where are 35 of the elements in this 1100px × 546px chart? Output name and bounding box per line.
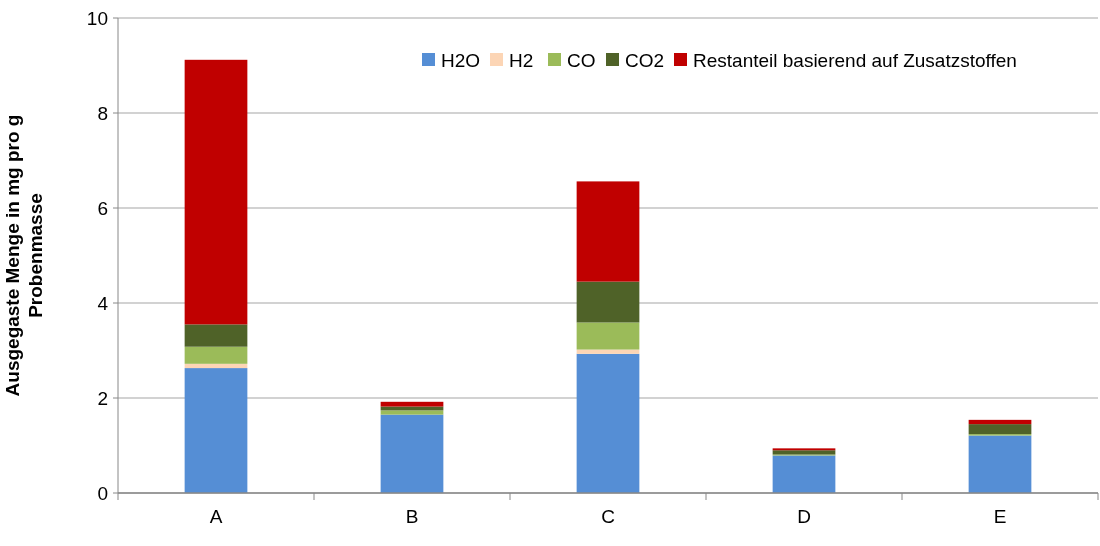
y-tick-label: 10 (86, 7, 108, 29)
bar (184, 324, 248, 347)
legend-label: H2O (441, 49, 481, 71)
bar (576, 322, 640, 350)
bar (576, 281, 640, 323)
bar (772, 450, 836, 455)
legend-label: CO (567, 49, 596, 71)
y-tick-label: 8 (97, 102, 108, 124)
x-tick-label: B (405, 506, 419, 527)
x-tick-label: E (993, 506, 1007, 527)
x-tick-label: D (797, 506, 811, 527)
bar (968, 419, 1032, 425)
bar (576, 181, 640, 282)
bar (576, 349, 640, 354)
bar (184, 346, 248, 364)
y-axis-title: Ausgegaste Menge in mg pro g Probenmasse (1, 114, 46, 397)
bar (184, 368, 248, 493)
bar (772, 455, 836, 493)
bar (968, 424, 1032, 435)
x-tick-label: C (601, 506, 615, 527)
legend-label: H2 (509, 49, 534, 71)
bar (184, 59, 248, 325)
bar (380, 401, 444, 407)
y-tick-label: 0 (97, 482, 108, 504)
bar (184, 363, 248, 369)
y-tick-label: 2 (97, 387, 108, 409)
legend-label: CO2 (625, 49, 665, 71)
bar (380, 414, 444, 493)
y-tick-label: 6 (97, 197, 108, 219)
bar (576, 353, 640, 493)
legend-label: Restanteil basierend auf Zusatzstoffen (693, 49, 1017, 71)
bar (380, 410, 444, 415)
bar (968, 435, 1032, 493)
x-tick-label: A (209, 506, 223, 527)
y-tick-label: 4 (97, 292, 109, 314)
